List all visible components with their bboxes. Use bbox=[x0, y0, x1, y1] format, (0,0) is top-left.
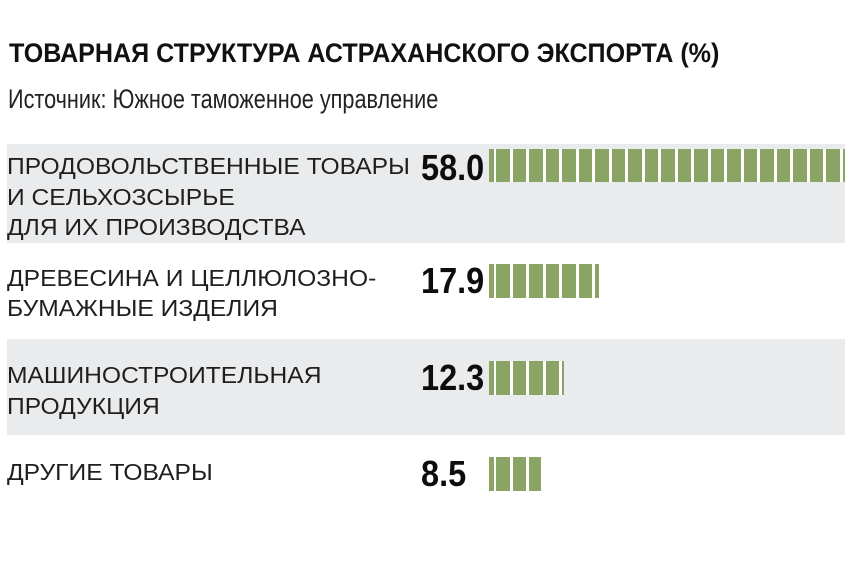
chart-row: МАШИНОСТРОИТЕЛЬНАЯ ПРОДУКЦИЯ 12.3 bbox=[0, 338, 850, 435]
category-label-line: ДРУГИЕ ТОВАРЫ bbox=[7, 459, 213, 485]
bar bbox=[488, 148, 846, 182]
bar-segment bbox=[529, 457, 541, 491]
category-label-line: МАШИНОСТРОИТЕЛЬНАЯ bbox=[7, 362, 322, 388]
bar-segment bbox=[488, 148, 494, 182]
bar-segment bbox=[809, 148, 824, 182]
bar-segment bbox=[545, 264, 560, 298]
chart-row: ДРЕВЕСИНА И ЦЕЛЛЮЛОЗНО- БУМАЖНЫЕ ИЗДЕЛИЯ 1… bbox=[0, 243, 850, 339]
bar-segment bbox=[743, 148, 758, 182]
category-label-line: ДЛЯ ИХ ПРОИЗВОДСТВА bbox=[7, 214, 306, 241]
category-label: МАШИНОСТРОИТЕЛЬНАЯ ПРОДУКЦИЯ bbox=[7, 360, 321, 421]
source-note: Источник: Южное таможенное управление bbox=[8, 83, 439, 114]
bar-segment bbox=[562, 148, 576, 182]
category-label: ПРОДОВОЛЬСТВЕННЫЕ ТОВАРЫ И СЕЛЬХОЗСЫРЬЕ ДЛ… bbox=[7, 151, 410, 243]
bar-segment bbox=[842, 148, 846, 182]
bar-segment bbox=[826, 148, 840, 182]
bar-segment bbox=[793, 148, 807, 182]
bar-segment bbox=[496, 457, 510, 491]
bar-segment bbox=[512, 457, 527, 491]
bar-segment bbox=[595, 264, 599, 298]
category-label-line: ДРЕВЕСИНА И ЦЕЛЛЮЛОЗНО- bbox=[7, 264, 377, 291]
category-label-line: ПРОДУКЦИЯ bbox=[7, 392, 160, 419]
value-label: 17.9 bbox=[420, 260, 484, 302]
bar-segment bbox=[562, 361, 565, 395]
category-label-line: И СЕЛЬХОЗСЫРЬЕ bbox=[7, 183, 235, 210]
bar-segment bbox=[776, 148, 791, 182]
category-label-line: БУМАЖНЫЕ ИЗДЕЛИЯ bbox=[7, 295, 278, 322]
bar-segment bbox=[545, 148, 560, 182]
bar-segment bbox=[529, 148, 543, 182]
bar bbox=[488, 361, 565, 395]
bar-segment bbox=[694, 148, 708, 182]
value-label: 12.3 bbox=[420, 357, 484, 398]
bar-segment bbox=[496, 361, 510, 395]
bar-segment bbox=[661, 148, 675, 182]
value-label: 58.0 bbox=[420, 146, 484, 188]
bar-segment bbox=[595, 148, 609, 182]
bar-segment bbox=[545, 361, 560, 395]
bar-segment bbox=[644, 148, 659, 182]
bar-segment bbox=[628, 148, 642, 182]
chart-title: ТОВАРНАЯ СТРУКТУРА АСТРАХАНСКОГО ЭКСПОРТ… bbox=[9, 37, 720, 68]
bar bbox=[488, 457, 541, 491]
bar-segment bbox=[488, 457, 494, 491]
chart-row: ПРОДОВОЛЬСТВЕННЫЕ ТОВАРЫ И СЕЛЬХОЗСЫРЬЕ ДЛ… bbox=[0, 144, 850, 243]
category-label: ДРУГИЕ ТОВАРЫ bbox=[7, 457, 213, 488]
bar-segment bbox=[496, 264, 510, 298]
bar-segment bbox=[727, 148, 741, 182]
bar-segment bbox=[512, 264, 527, 298]
value-label: 8.5 bbox=[420, 453, 466, 495]
bar-segment bbox=[677, 148, 692, 182]
bar-segment bbox=[488, 361, 494, 395]
category-label: ДРЕВЕСИНА И ЦЕЛЛЮЛОЗНО- БУМАЖНЫЕ ИЗДЕЛИЯ bbox=[7, 263, 376, 324]
bar-segment bbox=[512, 148, 527, 182]
bar-segment bbox=[578, 264, 593, 298]
bar-segment bbox=[710, 148, 725, 182]
bar-segment bbox=[529, 361, 543, 395]
bar-segment bbox=[496, 148, 510, 182]
bar-segment bbox=[512, 361, 527, 395]
bar-segment bbox=[760, 148, 774, 182]
bar-segment bbox=[611, 148, 626, 182]
bar-segment bbox=[578, 148, 593, 182]
bar bbox=[488, 264, 599, 298]
row-shading-band bbox=[7, 338, 845, 435]
category-label-line: ПРОДОВОЛЬСТВЕННЫЕ ТОВАРЫ bbox=[7, 153, 410, 179]
bar-segment bbox=[562, 264, 576, 298]
bar-segment bbox=[529, 264, 543, 298]
chart-row: ДРУГИЕ ТОВАРЫ 8.5 bbox=[0, 435, 850, 532]
bar-segment bbox=[488, 264, 494, 298]
